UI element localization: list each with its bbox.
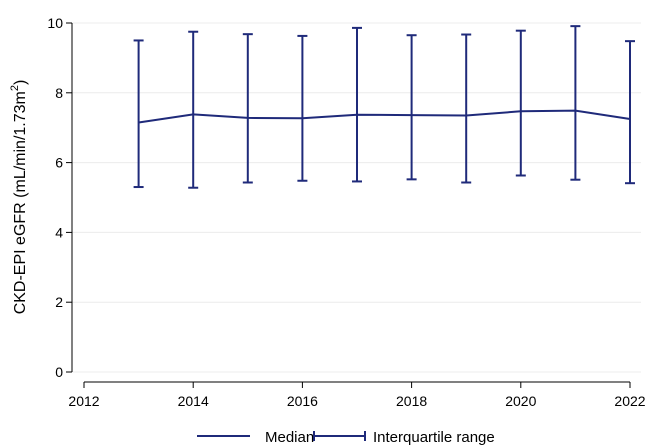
legend-iqr-swatch — [313, 431, 366, 441]
y-tick-label-0: 0 — [55, 364, 63, 380]
y-tick-label-5: 10 — [47, 15, 63, 31]
y-ticks: 0 2 4 6 8 10 — [47, 15, 72, 380]
x-tick-label-3: 2018 — [396, 393, 427, 409]
iqr-bar-2019 — [461, 33, 472, 184]
x-tick-label-4: 2020 — [505, 393, 536, 409]
iqr-bar-2022 — [625, 40, 635, 185]
iqr-bar-2015 — [242, 33, 253, 184]
iqr-bar-2014 — [188, 30, 199, 189]
y-tick-label-4: 8 — [55, 85, 63, 101]
legend-median-label: Median — [265, 429, 314, 446]
median-line — [138, 109, 631, 124]
y-tick-label-3: 6 — [55, 155, 63, 171]
iqr-error-bars — [133, 25, 635, 189]
y-axis-title-main: CKD-EPI eGFR (mL/min/1.73m — [12, 91, 29, 314]
legend: Median Interquartile range — [197, 429, 495, 446]
y-tick-label-1: 2 — [55, 294, 63, 310]
x-tick-label-5: 2022 — [614, 393, 645, 409]
iqr-bar-2018 — [406, 34, 417, 181]
x-tick-label-2: 2016 — [287, 393, 318, 409]
y-axis-title: CKD-EPI eGFR (mL/min/1.73m2) — [9, 80, 29, 315]
iqr-bar-2021 — [570, 25, 581, 181]
legend-iqr-label: Interquartile range — [373, 429, 495, 446]
x-ticks: 2012 2014 2016 2018 2020 2022 — [68, 382, 646, 409]
iqr-bar-2016 — [297, 34, 308, 182]
iqr-bar-2013 — [133, 39, 144, 189]
y-axis-title-sup: 2 — [9, 85, 21, 91]
y-axis-title-suffix: ) — [12, 80, 29, 85]
iqr-bar-2017 — [352, 26, 362, 183]
x-tick-label-0: 2012 — [68, 393, 99, 409]
iqr-bar-2020 — [515, 29, 526, 177]
x-tick-label-1: 2014 — [178, 393, 209, 409]
y-tick-label-2: 4 — [55, 224, 63, 240]
